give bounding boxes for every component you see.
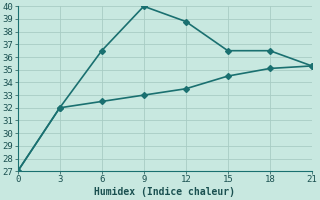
X-axis label: Humidex (Indice chaleur): Humidex (Indice chaleur) xyxy=(94,187,235,197)
